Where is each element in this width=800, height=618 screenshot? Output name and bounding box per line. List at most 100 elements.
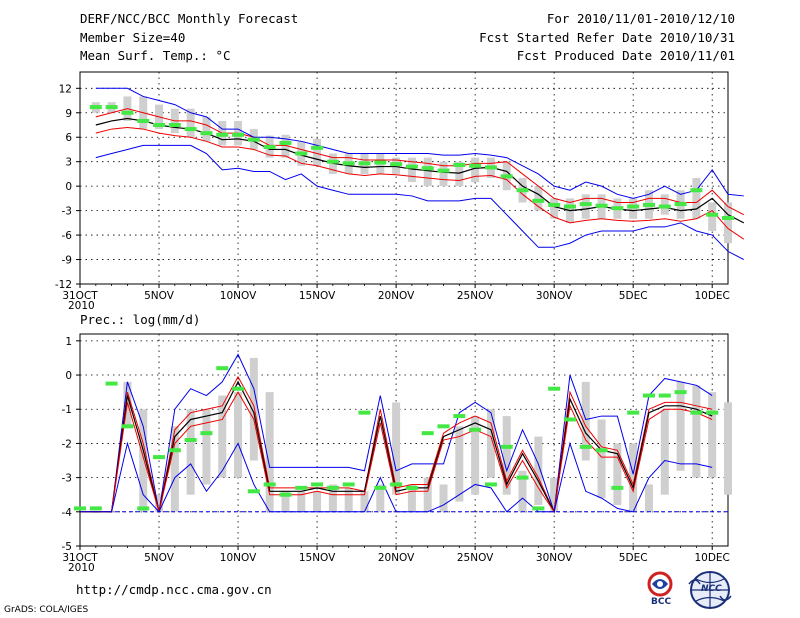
ensemble-box-prec-21 bbox=[407, 484, 416, 512]
median-marker-temp-29 bbox=[532, 198, 545, 203]
variable-label-temp: Mean Surf. Temp.: °C bbox=[80, 48, 231, 63]
ensemble-box-temp-8 bbox=[202, 116, 211, 142]
x-tick-label-prec-3: 15NOV bbox=[299, 552, 336, 564]
ncc-globe-icon bbox=[688, 571, 732, 609]
series-line-temp-upper_spread bbox=[95, 108, 745, 216]
median-marker-temp-22 bbox=[421, 166, 434, 171]
ensemble-box-temp-24 bbox=[455, 161, 464, 187]
ensemble-box-prec-39 bbox=[692, 385, 701, 478]
median-marker-prec-14 bbox=[295, 485, 308, 490]
ensemble-box-prec-34 bbox=[613, 443, 622, 505]
y-tick-label-temp-3: -3 bbox=[62, 206, 72, 218]
median-marker-temp-33 bbox=[595, 203, 608, 208]
series-line-prec-min bbox=[80, 441, 713, 513]
median-marker-temp-20 bbox=[390, 162, 403, 167]
y-tick-label-prec-3: -2 bbox=[62, 438, 72, 450]
median-marker-prec-3 bbox=[121, 424, 134, 429]
median-marker-prec-23 bbox=[437, 424, 450, 429]
median-marker-temp-37 bbox=[658, 204, 671, 209]
ensemble-box-prec-12 bbox=[265, 392, 274, 512]
ensemble-box-prec-10 bbox=[234, 392, 243, 478]
x-tick-label-temp-4: 20NOV bbox=[378, 290, 415, 302]
y-tick-label-temp-6: 6 bbox=[65, 132, 72, 144]
median-marker-temp-40 bbox=[706, 212, 719, 217]
median-marker-temp-11 bbox=[247, 137, 260, 142]
median-marker-temp-14 bbox=[295, 151, 308, 156]
median-marker-temp-12 bbox=[263, 145, 276, 150]
median-marker-temp-15 bbox=[311, 145, 324, 150]
median-marker-prec-18 bbox=[358, 410, 371, 415]
started-refer-date-label: Fcst Started Refer Date 2010/10/31 bbox=[479, 30, 735, 45]
median-marker-temp-4 bbox=[137, 118, 150, 123]
bcc-logo-text: BCC bbox=[651, 597, 672, 607]
median-marker-prec-37 bbox=[658, 393, 671, 398]
ensemble-box-prec-11 bbox=[249, 357, 258, 461]
ensemble-box-temp-30 bbox=[550, 198, 559, 219]
median-marker-temp-26 bbox=[484, 165, 497, 170]
median-marker-prec-10 bbox=[232, 386, 245, 391]
median-marker-temp-34 bbox=[611, 206, 624, 211]
ensemble-box-prec-35 bbox=[629, 443, 638, 512]
x-tick-label-prec-5: 25NOV bbox=[457, 552, 494, 564]
median-marker-temp-36 bbox=[642, 202, 655, 207]
y-tick-label-prec-2: -3 bbox=[62, 473, 72, 485]
ensemble-box-prec-4 bbox=[139, 409, 148, 512]
ensemble-box-temp-21 bbox=[407, 157, 416, 183]
ensemble-box-prec-28 bbox=[518, 470, 527, 512]
x-tick-label-prec-2: 10NOV bbox=[220, 552, 257, 564]
median-marker-prec-30 bbox=[548, 386, 561, 391]
median-marker-prec-32 bbox=[579, 444, 592, 449]
median-marker-temp-6 bbox=[168, 123, 181, 127]
median-marker-temp-39 bbox=[690, 188, 703, 193]
ensemble-box-prec-16 bbox=[328, 484, 337, 512]
median-marker-prec-31 bbox=[563, 417, 576, 422]
produced-date-label: Fcst Produced Date 2010/11/01 bbox=[516, 48, 735, 63]
median-marker-prec-20 bbox=[390, 482, 403, 487]
ensemble-box-temp-13 bbox=[281, 134, 290, 158]
median-marker-prec-39 bbox=[690, 410, 703, 415]
median-marker-temp-27 bbox=[500, 174, 513, 179]
median-marker-prec-13 bbox=[279, 492, 292, 497]
ensemble-box-prec-32 bbox=[581, 381, 590, 461]
y-tick-label-temp-4: 0 bbox=[65, 181, 72, 193]
ensemble-box-prec-14 bbox=[297, 491, 306, 512]
median-marker-temp-25 bbox=[469, 163, 482, 168]
x-tick-label-temp-6: 30NOV bbox=[536, 290, 573, 302]
y-tick-label-temp-1: -9 bbox=[62, 255, 72, 267]
median-marker-prec-21 bbox=[405, 485, 418, 490]
x-tick-label-prec-0: 31OCT bbox=[62, 552, 98, 564]
median-marker-prec-33 bbox=[595, 448, 608, 453]
ensemble-box-prec-31 bbox=[565, 511, 574, 513]
ensemble-box-temp-29 bbox=[534, 186, 543, 211]
median-marker-temp-35 bbox=[627, 204, 640, 209]
median-marker-prec-19 bbox=[374, 485, 387, 490]
ensemble-box-temp-22 bbox=[423, 157, 432, 187]
median-marker-prec-26 bbox=[484, 482, 497, 487]
median-marker-prec-15 bbox=[311, 482, 324, 487]
median-marker-prec-38 bbox=[674, 390, 687, 395]
median-marker-prec-1 bbox=[89, 506, 102, 511]
x-tick-label-temp-3: 15NOV bbox=[299, 290, 336, 302]
y-tick-label-temp-0: -12 bbox=[55, 279, 72, 291]
median-marker-prec-25 bbox=[469, 427, 482, 432]
ensemble-box-prec-40 bbox=[708, 392, 717, 478]
x-tick-label-prec-7: 5DEC bbox=[619, 552, 648, 564]
series-line-prec-upper_spread bbox=[80, 375, 713, 514]
ensemble-box-prec-36 bbox=[644, 484, 653, 512]
median-marker-prec-22 bbox=[421, 431, 434, 436]
forecast-period-label: For 2010/11/01-2010/12/10 bbox=[546, 11, 735, 26]
median-marker-temp-31 bbox=[563, 204, 576, 209]
x-tick-label-temp-7: 5DEC bbox=[619, 290, 648, 302]
series-line-temp-lower_spread bbox=[95, 126, 745, 240]
chart-title: DERF/NCC/BCC Monthly Forecast bbox=[80, 11, 299, 26]
ensemble-box-prec-17 bbox=[344, 487, 353, 512]
median-marker-prec-16 bbox=[326, 485, 339, 490]
footer-url[interactable]: http://cmdp.ncc.cma.gov.cn bbox=[76, 582, 272, 597]
median-marker-temp-5 bbox=[153, 123, 166, 127]
ensemble-box-temp-25 bbox=[471, 157, 480, 183]
ensemble-box-prec-22 bbox=[423, 477, 432, 512]
ensemble-box-prec-33 bbox=[597, 419, 606, 499]
median-marker-temp-10 bbox=[232, 132, 245, 137]
ensemble-box-prec-23 bbox=[439, 484, 448, 512]
grads-credit: GrADS: COLA/IGES bbox=[4, 605, 89, 615]
